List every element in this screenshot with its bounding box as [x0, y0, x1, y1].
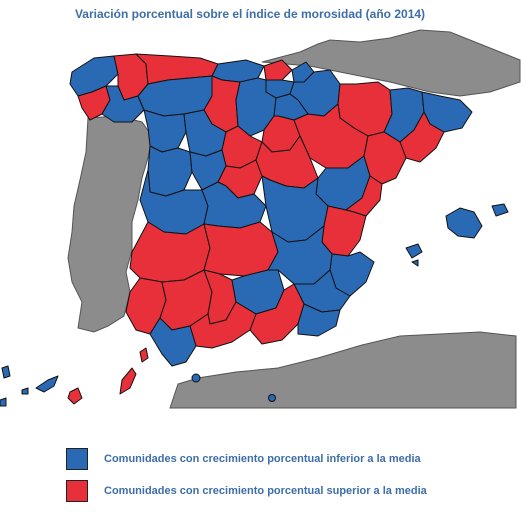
province-vizcaya[interactable]: [263, 59, 293, 81]
province-valencia[interactable]: [321, 205, 367, 257]
legend-swatch-above: [66, 480, 88, 502]
legend-item-below: Comunidades con crecimiento porcentual i…: [66, 448, 427, 470]
island-fuerteventura[interactable]: [119, 367, 137, 395]
legend-swatch-below: [66, 448, 88, 470]
legend-label-below: Comunidades con crecimiento porcentual i…: [104, 453, 421, 465]
legend-label-above: Comunidades con crecimiento porcentual s…: [104, 485, 427, 497]
island-ibiza[interactable]: [405, 243, 423, 259]
ceuta[interactable]: [191, 373, 201, 383]
legend-item-above: Comunidades con crecimiento porcentual s…: [66, 480, 427, 502]
surrounding-land: [67, 29, 521, 409]
melilla[interactable]: [268, 394, 276, 402]
provinces: [0, 53, 509, 407]
island-la-palma[interactable]: [1, 365, 11, 379]
spain-province-map: [0, 29, 521, 409]
province-toledo[interactable]: [201, 181, 267, 229]
island-menorca[interactable]: [491, 203, 509, 217]
france-land: [261, 29, 521, 97]
island-la-gomera[interactable]: [21, 387, 29, 395]
island-lanzarote[interactable]: [139, 347, 149, 363]
province-cadiz[interactable]: [149, 317, 197, 367]
island-formentera[interactable]: [411, 259, 419, 267]
province-almeria[interactable]: [297, 303, 341, 337]
island-gran-canaria[interactable]: [67, 387, 83, 405]
island-tenerife[interactable]: [35, 375, 59, 393]
province-ciudad-real[interactable]: [203, 221, 279, 277]
province-salamanca[interactable]: [147, 145, 193, 197]
province-malaga[interactable]: [189, 301, 257, 349]
island-el-hierro[interactable]: [0, 397, 7, 407]
province-ourense[interactable]: [101, 85, 145, 123]
map-title: Variación porcentual sobre el índice de …: [74, 7, 426, 21]
province-barcelona[interactable]: [399, 111, 445, 163]
island-mallorca[interactable]: [445, 207, 483, 239]
map-legend: Comunidades con crecimiento porcentual i…: [66, 448, 427, 512]
